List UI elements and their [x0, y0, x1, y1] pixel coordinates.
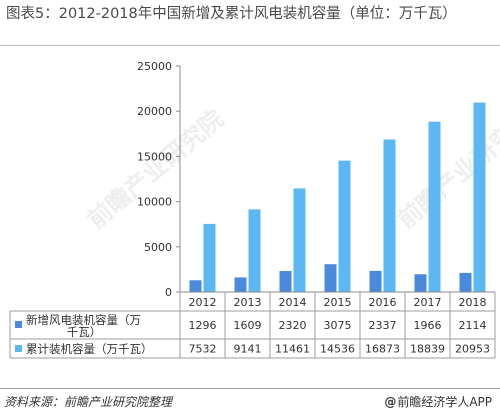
y-tick-label: 10000 — [137, 196, 172, 209]
y-tick-label: 15000 — [137, 150, 172, 163]
x-tick-label: 2017 — [414, 296, 442, 309]
x-tick-label: 2012 — [189, 296, 217, 309]
x-tick-label: 2014 — [279, 296, 307, 309]
x-tick-label: 2018 — [459, 296, 487, 309]
data-label: 2114 — [459, 319, 487, 332]
y-tick-label: 20000 — [137, 105, 172, 118]
bar-new-capacity — [234, 277, 247, 292]
legend-swatch-cumulative-capacity — [15, 345, 22, 352]
x-tick-label: 2013 — [234, 296, 262, 309]
data-label: 2337 — [369, 319, 397, 332]
data-label: 1966 — [414, 319, 442, 332]
bar-cumulative-capacity — [383, 139, 396, 292]
legend-label-cumulative-capacity: 累计装机容量（万千瓦） — [26, 342, 153, 356]
bar-cumulative-capacity — [203, 223, 216, 292]
y-tick-label: 0 — [165, 286, 172, 299]
data-label: 1296 — [189, 319, 217, 332]
bar-new-capacity — [189, 280, 202, 292]
data-label: 3075 — [324, 319, 352, 332]
data-label: 18839 — [410, 343, 445, 356]
data-label: 11461 — [275, 343, 310, 356]
data-label: 14536 — [320, 343, 355, 356]
bar-cumulative-capacity — [248, 209, 261, 292]
bar-cumulative-capacity — [338, 160, 351, 292]
bar-new-capacity — [414, 274, 427, 292]
data-label: 20953 — [455, 343, 490, 356]
legend-swatch-new-capacity — [15, 321, 22, 328]
bar-new-capacity — [459, 272, 472, 292]
footer-divider — [0, 388, 500, 389]
bar-new-capacity — [369, 270, 382, 292]
data-label: 7532 — [189, 343, 217, 356]
data-label: 1609 — [234, 319, 262, 332]
at-icon: @ — [384, 395, 397, 409]
bar-cumulative-capacity — [428, 121, 441, 293]
credit-text: 前瞻经济学人APP — [397, 395, 492, 409]
bar-new-capacity — [324, 264, 337, 292]
data-label: 2320 — [279, 319, 307, 332]
bar-cumulative-capacity — [473, 102, 486, 293]
y-tick-label: 25000 — [137, 60, 172, 73]
data-label: 16873 — [365, 343, 400, 356]
credit: @前瞻经济学人APP — [384, 393, 492, 410]
chart-title: 图表5：2012-2018年中国新增及累计风电装机容量（单位：万千瓦） — [6, 6, 457, 22]
y-tick-label: 5000 — [144, 241, 172, 254]
bar-chart: 0 5000 10000 15000 20000 25000 2012 2013 2014 201… — [9, 60, 496, 359]
data-label: 9141 — [234, 343, 262, 356]
title-divider — [0, 45, 500, 46]
legend-label-new-capacity: 千瓦） — [67, 325, 102, 339]
bar-cumulative-capacity — [293, 188, 306, 292]
legend-label-new-capacity: 新增风电装机容量（万 — [26, 313, 141, 327]
x-tick-label: 2015 — [324, 296, 352, 309]
x-tick-label: 2016 — [369, 296, 397, 309]
source-note: 资料来源：前瞻产业研究院整理 — [4, 395, 173, 409]
bar-new-capacity — [279, 271, 292, 292]
